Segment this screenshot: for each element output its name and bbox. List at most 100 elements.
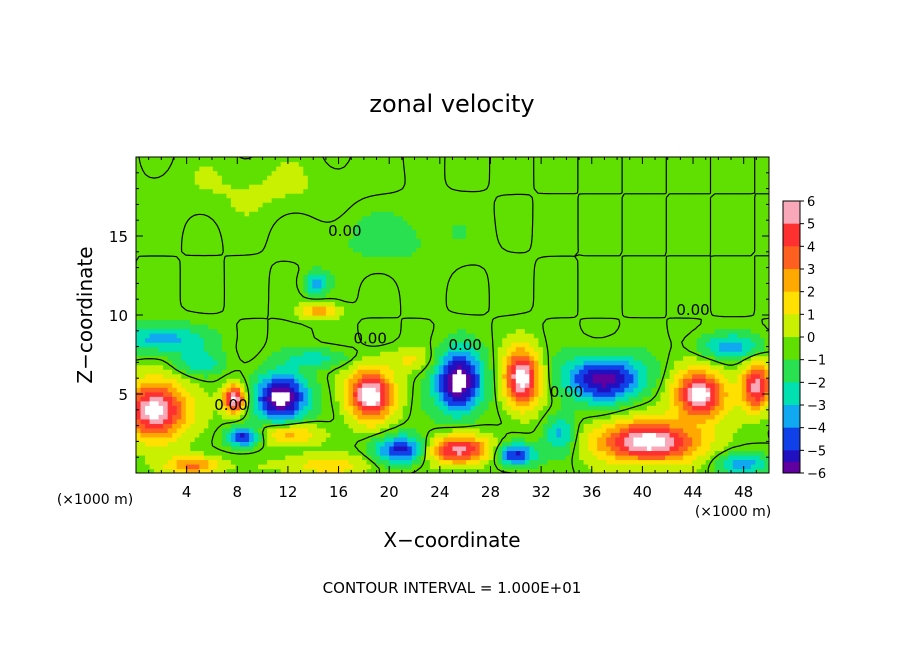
heatmap-cell bbox=[561, 355, 567, 361]
heatmap-cell bbox=[208, 351, 214, 357]
heatmap-cell bbox=[307, 342, 313, 348]
heatmap-cell bbox=[307, 423, 313, 429]
heatmap-cell bbox=[239, 450, 246, 456]
heatmap-cell bbox=[212, 436, 218, 442]
heatmap-cell bbox=[239, 319, 246, 325]
heatmap-cell bbox=[402, 373, 408, 379]
heatmap-cell bbox=[683, 337, 689, 343]
heatmap-cell bbox=[628, 319, 634, 325]
heatmap-cell bbox=[167, 364, 173, 370]
heatmap-cell bbox=[619, 337, 625, 343]
heatmap-cell bbox=[312, 346, 318, 352]
heatmap-cell bbox=[642, 319, 648, 325]
heatmap-cell bbox=[145, 405, 151, 411]
heatmap-cell bbox=[515, 450, 521, 456]
heatmap-cell bbox=[425, 445, 431, 452]
heatmap-cell bbox=[619, 315, 625, 321]
heatmap-cell bbox=[140, 315, 146, 321]
heatmap-cell bbox=[217, 450, 223, 456]
heatmap-cell bbox=[221, 409, 228, 415]
heatmap-cell bbox=[289, 337, 295, 343]
heatmap-cell bbox=[719, 315, 725, 321]
heatmap-cell bbox=[321, 391, 327, 397]
heatmap-cell bbox=[172, 454, 178, 461]
heatmap-cell bbox=[565, 396, 571, 402]
heatmap-cell bbox=[642, 391, 648, 397]
heatmap-cell bbox=[750, 378, 757, 384]
heatmap-cell bbox=[497, 387, 503, 393]
heatmap-cell bbox=[230, 315, 237, 321]
heatmap-cell bbox=[701, 333, 707, 339]
heatmap-cell bbox=[524, 414, 530, 420]
heatmap-cell bbox=[457, 382, 463, 388]
heatmap-cell bbox=[493, 382, 499, 388]
heatmap-cell bbox=[737, 319, 743, 325]
heatmap-cell bbox=[339, 414, 345, 420]
heatmap-cell bbox=[583, 405, 589, 411]
heatmap-cell bbox=[136, 436, 142, 442]
heatmap-cell bbox=[398, 315, 404, 321]
heatmap-cell bbox=[466, 346, 472, 352]
heatmap-cell bbox=[574, 450, 580, 456]
heatmap-cell bbox=[267, 441, 273, 447]
heatmap-cell bbox=[258, 450, 264, 456]
heatmap-cell bbox=[145, 351, 151, 357]
heatmap-cell bbox=[755, 342, 761, 348]
heatmap-cell bbox=[542, 355, 549, 361]
heatmap-cell bbox=[524, 373, 530, 379]
heatmap-cell bbox=[420, 427, 426, 433]
heatmap-cell bbox=[506, 378, 512, 384]
heatmap-cell bbox=[619, 423, 625, 429]
heatmap-cell bbox=[719, 418, 725, 424]
heatmap-cell bbox=[249, 324, 255, 330]
heatmap-cell bbox=[737, 468, 743, 473]
heatmap-cell bbox=[167, 405, 173, 411]
heatmap-cell bbox=[330, 441, 336, 447]
heatmap-cell bbox=[353, 400, 359, 406]
heatmap-cell bbox=[764, 319, 769, 325]
heatmap-cell bbox=[579, 432, 585, 438]
heatmap-cell bbox=[176, 351, 182, 357]
heatmap-cell bbox=[466, 387, 472, 393]
heatmap-cell bbox=[710, 342, 716, 348]
heatmap-cell bbox=[407, 391, 413, 397]
heatmap-cell bbox=[316, 454, 322, 461]
heatmap-cell bbox=[538, 364, 544, 370]
heatmap-cell bbox=[642, 382, 648, 388]
heatmap-cell bbox=[655, 405, 662, 411]
heatmap-cell bbox=[597, 373, 603, 379]
heatmap-cell bbox=[759, 337, 766, 343]
heatmap-cell bbox=[434, 333, 440, 339]
heatmap-cell bbox=[221, 310, 228, 316]
heatmap-cell bbox=[447, 364, 454, 370]
heatmap-cell bbox=[606, 400, 612, 406]
heatmap-cell bbox=[655, 418, 662, 424]
heatmap-cell bbox=[502, 414, 508, 420]
heatmap-cell bbox=[705, 337, 711, 343]
heatmap-cell bbox=[230, 337, 237, 343]
heatmap-cell bbox=[429, 310, 436, 316]
heatmap-cell bbox=[307, 382, 313, 388]
heatmap-cell bbox=[669, 432, 675, 438]
heatmap-cell bbox=[597, 405, 603, 411]
heatmap-cell bbox=[615, 450, 621, 456]
heatmap-cell bbox=[665, 373, 671, 379]
heatmap-cell bbox=[158, 414, 164, 420]
heatmap-cell bbox=[190, 319, 196, 325]
heatmap-cell bbox=[158, 441, 164, 447]
heatmap-cell bbox=[443, 364, 449, 370]
heatmap-cell bbox=[271, 405, 277, 411]
heatmap-cell bbox=[759, 432, 766, 438]
heatmap-cell bbox=[416, 432, 422, 438]
heatmap-cell bbox=[646, 409, 653, 415]
heatmap-cell bbox=[592, 427, 598, 433]
heatmap-cell bbox=[520, 463, 526, 470]
heatmap-cell bbox=[294, 400, 300, 406]
heatmap-cell bbox=[524, 463, 530, 470]
heatmap-cell bbox=[570, 432, 576, 438]
heatmap-cell bbox=[529, 310, 535, 316]
heatmap-cell bbox=[253, 418, 259, 424]
heatmap-cell bbox=[660, 355, 666, 361]
heatmap-cell bbox=[366, 328, 372, 334]
heatmap-cell bbox=[624, 319, 630, 325]
